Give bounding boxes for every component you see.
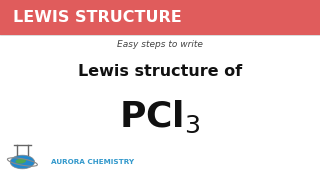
- Ellipse shape: [15, 159, 26, 164]
- Text: LEWIS STRUCTURE: LEWIS STRUCTURE: [13, 10, 181, 25]
- Circle shape: [10, 155, 35, 169]
- Text: Lewis structure of: Lewis structure of: [78, 64, 242, 80]
- Text: Easy steps to write: Easy steps to write: [117, 40, 203, 49]
- Text: PCl$_3$: PCl$_3$: [119, 99, 201, 135]
- Bar: [0, 0, 320, 35]
- Text: AURORA CHEMISTRY: AURORA CHEMISTRY: [51, 159, 134, 165]
